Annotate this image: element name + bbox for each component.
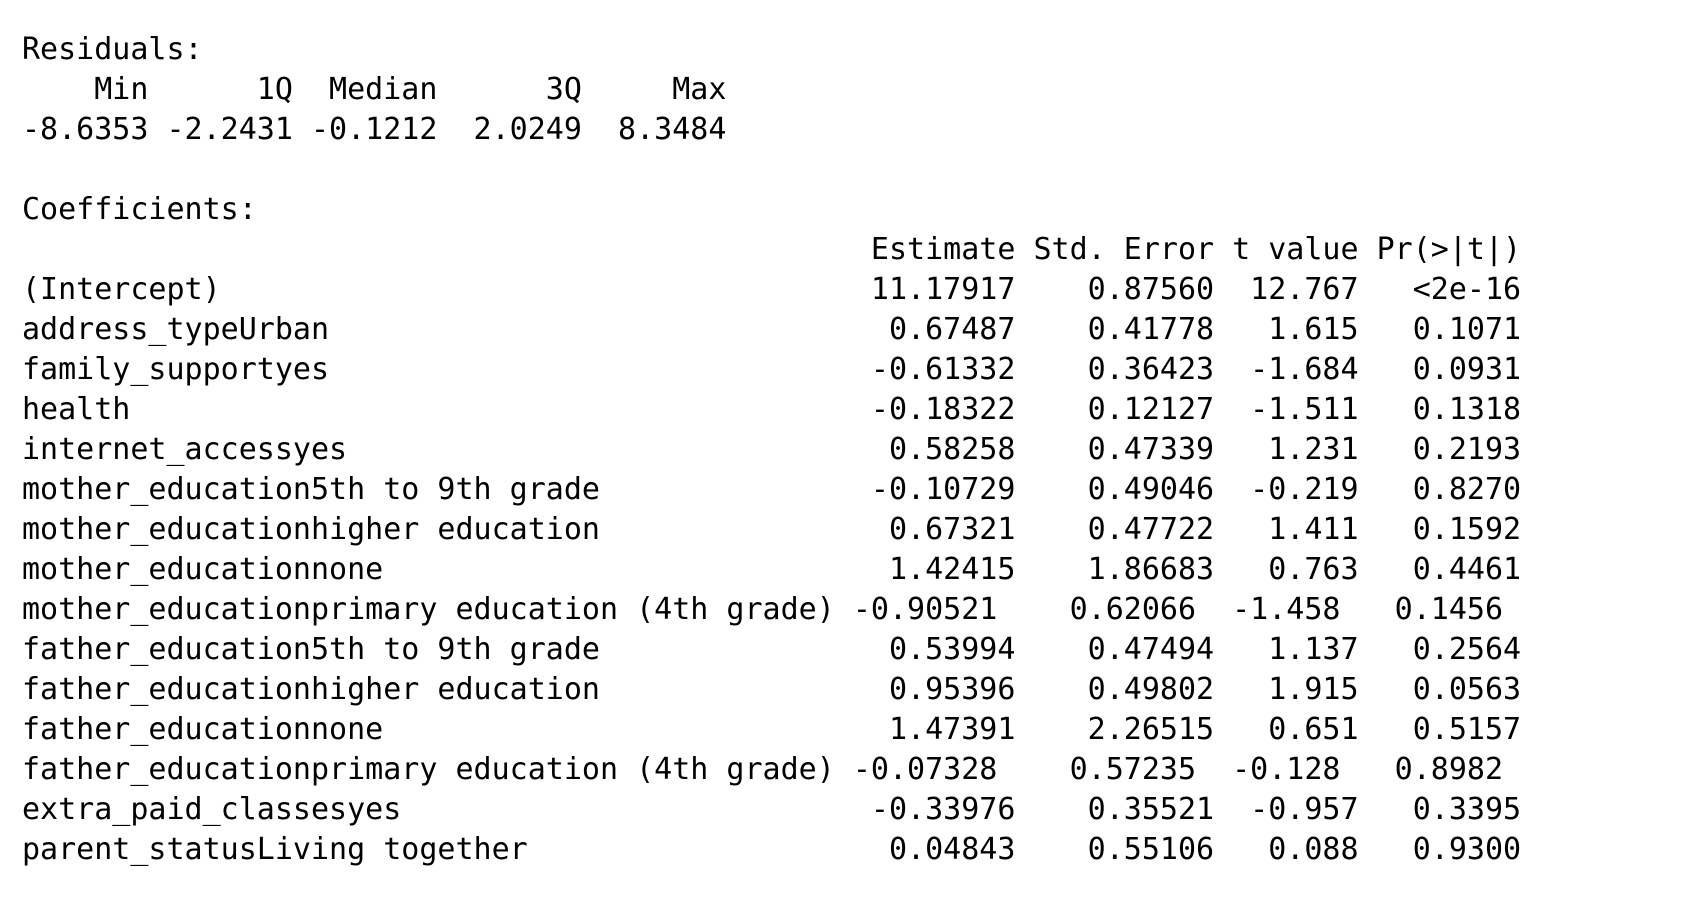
coef-row-father-education-higher: father_educationhigher education 0.95396… — [22, 672, 1522, 707]
coefficients-header: Estimate Std. Error t value Pr(>|t|) — [22, 232, 1522, 267]
coef-row-family-support-yes: family_supportyes -0.61332 0.36423 -1.68… — [22, 352, 1522, 387]
coef-row-mother-education-primary: mother_educationprimary education (4th g… — [22, 592, 1504, 627]
coef-row-extra-paid-classes-yes: extra_paid_classesyes -0.33976 0.35521 -… — [22, 792, 1522, 827]
coef-row-mother-education-5th-9th: mother_education5th to 9th grade -0.1072… — [22, 472, 1522, 507]
coef-row-mother-education-higher: mother_educationhigher education 0.67321… — [22, 512, 1522, 547]
coef-row-father-education-primary: father_educationprimary education (4th g… — [22, 752, 1504, 787]
residuals-values: -8.6353 -2.2431 -0.1212 2.0249 8.3484 — [22, 112, 727, 147]
coef-row-father-education-5th-9th: father_education5th to 9th grade 0.53994… — [22, 632, 1522, 667]
residuals-title: Residuals: — [22, 32, 203, 67]
coef-row-internet-access-yes: internet_accessyes 0.58258 0.47339 1.231… — [22, 432, 1522, 467]
coef-row-mother-education-none: mother_educationnone 1.42415 1.86683 0.7… — [22, 552, 1522, 587]
coef-row-address-type-urban: address_typeUrban 0.67487 0.41778 1.615 … — [22, 312, 1522, 347]
coef-row-father-education-none: father_educationnone 1.47391 2.26515 0.6… — [22, 712, 1522, 747]
r-model-summary-output: Residuals: Min 1Q Median 3Q Max -8.6353 -… — [22, 30, 1521, 870]
blank-line — [22, 150, 1521, 190]
coefficients-title: Coefficients: — [22, 192, 257, 227]
residuals-header: Min 1Q Median 3Q Max — [22, 72, 727, 107]
coef-row-health: health -0.18322 0.12127 -1.511 0.1318 — [22, 392, 1522, 427]
coef-row-intercept: (Intercept) 11.17917 0.87560 12.767 <2e-… — [22, 272, 1522, 307]
coef-row-parent-status-living-together: parent_statusLiving together 0.04843 0.5… — [22, 832, 1522, 867]
